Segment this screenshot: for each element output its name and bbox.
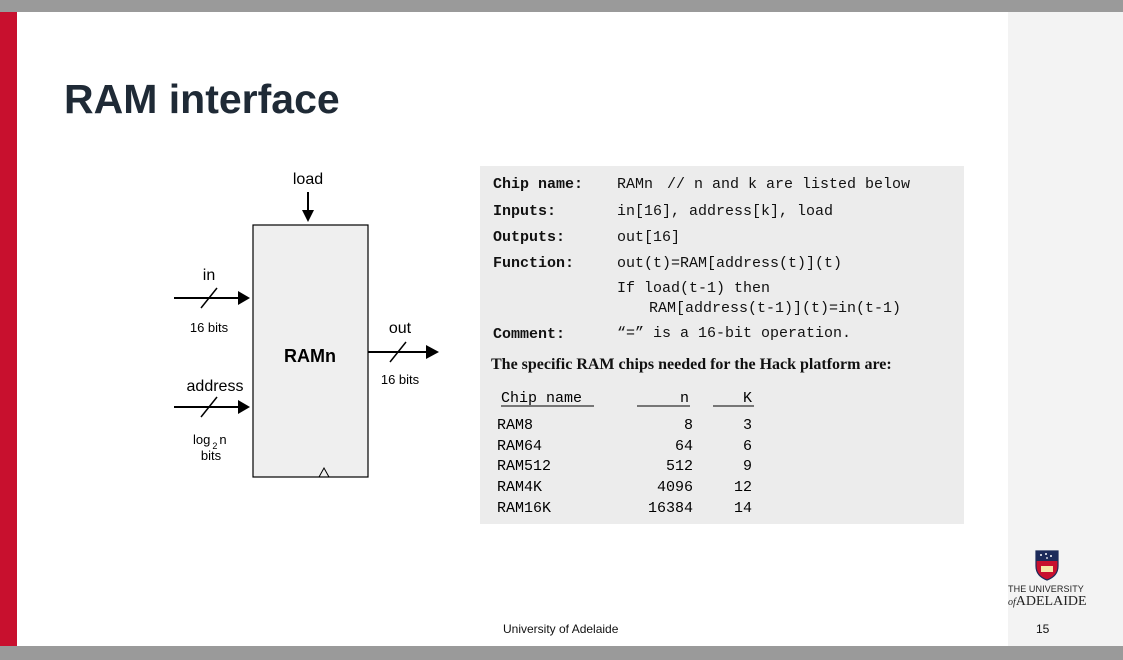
function-line-1: out(t)=RAM[address(t)](t): [617, 255, 843, 272]
out-bus-slash: [389, 341, 407, 363]
table-body: RAM8 8 3 RAM64 64 6 RAM512 512 9 RAM4K 4…: [497, 417, 752, 517]
cell-chip: RAM64: [497, 438, 542, 455]
function-line-3: RAM[address(t-1)](t)=in(t-1): [649, 300, 902, 317]
university-name-line2: ofADELAIDE: [1008, 594, 1087, 610]
university-name-line1: THE UNIVERSITY: [1008, 584, 1084, 594]
cell-chip: RAM8: [497, 417, 533, 434]
out-label: out: [389, 320, 412, 337]
address-bits-unit: bits: [201, 448, 222, 463]
chip-name-label: Chip name:: [493, 176, 584, 193]
header-n: n: [680, 390, 689, 407]
address-bus-slash: [200, 396, 218, 418]
in-arrow-head: [238, 291, 250, 305]
clock-marker: [318, 466, 330, 478]
table-row: RAM4K 4096 12: [497, 479, 752, 496]
in-bus-slash: [200, 287, 218, 309]
chip-name-text: RAMn: [617, 176, 654, 193]
cell-k: 12: [734, 479, 752, 496]
out-bits-label: 16 bits: [381, 372, 420, 387]
outputs-label: Outputs:: [493, 229, 566, 246]
address-bits-label: log 2 n: [193, 432, 227, 451]
cell-n: 512: [666, 458, 693, 475]
cell-k: 3: [743, 417, 752, 434]
university-crest-icon: [1035, 550, 1059, 581]
table-row: RAM8 8 3: [497, 417, 752, 434]
header-k: K: [743, 390, 752, 407]
chip-name-value: RAMn // n and k are listed below: [617, 176, 910, 193]
load-arrow-head: [302, 210, 314, 222]
inputs-value: in[16], address[k], load: [617, 203, 834, 220]
cell-chip: RAM16K: [497, 500, 551, 517]
slide-title: RAM interface: [64, 76, 340, 122]
comment-quote: “=”: [617, 325, 645, 342]
cell-n: 4096: [657, 479, 693, 496]
bottom-bar: [0, 646, 1123, 660]
cell-n: 8: [684, 417, 693, 434]
in-label: in: [203, 267, 215, 284]
function-label: Function:: [493, 255, 575, 272]
hack-chips-intro: The specific RAM chips needed for the Ha…: [491, 356, 892, 373]
load-label: load: [293, 171, 323, 188]
top-bar: [0, 0, 1123, 12]
cell-chip: RAM512: [497, 458, 551, 475]
table-header: Chip name n K: [501, 390, 754, 407]
chip-name-comment: // n and k are listed below: [667, 176, 911, 193]
cell-k: 6: [743, 438, 752, 455]
chip-label: RAMn: [284, 346, 336, 366]
cell-k: 14: [734, 500, 752, 517]
university-name-of: of: [1008, 597, 1016, 608]
header-chip-name: Chip name: [501, 390, 582, 407]
ram-chip-table: Chip name n K RAM8 8 3 RAM64 64 6 RAM512…: [497, 390, 754, 517]
cell-k: 9: [743, 458, 752, 475]
table-row: RAM64 64 6: [497, 438, 752, 455]
function-line-2: If load(t-1) then: [617, 280, 771, 297]
chip-box: [252, 224, 369, 478]
outputs-value: out[16]: [617, 229, 681, 246]
cell-n: 64: [675, 438, 693, 455]
footer-text: University of Adelaide: [503, 622, 619, 636]
accent-bar: [0, 12, 17, 646]
comment-rest: is a 16-bit operation.: [653, 325, 852, 342]
out-arrow-head: [426, 345, 439, 359]
inputs-label: Inputs:: [493, 203, 557, 220]
university-name-adelaide: ADELAIDE: [1015, 594, 1087, 609]
page-number: 15: [1036, 622, 1050, 636]
right-panel: [1008, 12, 1123, 646]
address-arrow-head: [238, 400, 250, 414]
comment-value: “=” is a 16-bit operation.: [617, 325, 851, 342]
ram-chip-diagram: load RAMn in 16 bits address log 2 n bits …: [174, 171, 439, 478]
cell-n: 16384: [648, 500, 693, 517]
in-bits-label: 16 bits: [190, 320, 229, 335]
table-row: RAM16K 16384 14: [497, 500, 752, 517]
chip-spec-panel: [480, 166, 964, 524]
comment-label: Comment:: [493, 326, 566, 343]
address-label: address: [187, 378, 244, 395]
cell-chip: RAM4K: [497, 479, 542, 496]
table-row: RAM512 512 9: [497, 458, 752, 475]
